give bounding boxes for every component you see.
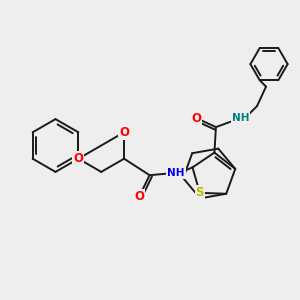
Text: O: O [74, 152, 83, 165]
Text: NH: NH [232, 113, 249, 123]
Text: S: S [196, 186, 204, 199]
Text: O: O [134, 190, 144, 203]
Text: NH: NH [167, 168, 185, 178]
Text: O: O [119, 126, 129, 139]
Text: O: O [191, 112, 201, 124]
